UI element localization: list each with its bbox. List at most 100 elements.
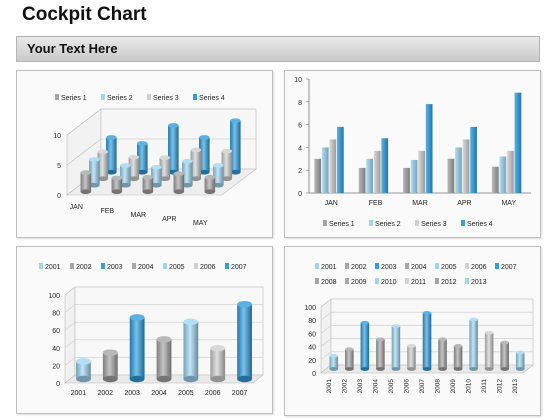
y-tick-0: 0: [312, 371, 316, 378]
bar-feb-series-3: [128, 157, 140, 179]
x-tick-mar: MAR: [412, 200, 428, 207]
gridline-100: [320, 298, 533, 308]
legend-2007-swatch: [495, 263, 499, 269]
bar-mar-series-2-top: [151, 164, 162, 170]
y-tick-20: 20: [308, 358, 316, 365]
x-tick-may: MAY: [193, 220, 208, 227]
bar-apr-series-2: [455, 147, 462, 193]
bar-2004-base: [376, 367, 385, 371]
bar-jan-series-3-top: [97, 149, 109, 155]
chart-panel-3d-series[interactable]: Series 1 Series 2 Series 3 Series 4 0 5 10 JAN F…: [16, 70, 273, 238]
legend-2005-swatch: [435, 263, 439, 269]
legend-2006-swatch: [465, 263, 469, 269]
bar-feb-series-3: [373, 150, 381, 193]
bar-mar-series-2: [151, 167, 162, 186]
gridline-80: [320, 311, 533, 321]
x-tick-2008: 2008: [435, 379, 442, 394]
bar-apr-series-1-top: [173, 171, 185, 177]
bar-2005: [391, 326, 401, 369]
bar-2006-top: [407, 344, 416, 348]
bar-may-series-3: [221, 151, 233, 179]
bar-jan-series-3-base: [97, 176, 109, 182]
legend-2002-label: 2002: [351, 264, 367, 271]
x-tick-apr: APR: [162, 216, 176, 223]
y-tick-5: 5: [57, 163, 61, 170]
y-tick-80: 80: [52, 311, 60, 318]
bar-2003-top: [129, 314, 145, 321]
chart-panel-clustered-series[interactable]: 0 2 4 6 8 10 JAN FEB MAR APR MAY Series 1 Series 2 Se…: [284, 70, 541, 238]
bar-feb-series-3-base: [128, 176, 140, 182]
legend-2006-label: 2006: [200, 264, 216, 271]
y-tick-10: 10: [294, 77, 302, 84]
bar-may-series-3: [507, 150, 514, 193]
bar-mar-series-3: [159, 157, 171, 179]
bar-2005-base: [391, 367, 401, 371]
y-tick-6: 6: [298, 123, 302, 130]
x-tick-2001: 2001: [326, 379, 333, 394]
x-tick-jan: JAN: [70, 204, 83, 211]
y-tick-0: 0: [298, 191, 302, 198]
bar-2013-base: [515, 367, 525, 371]
bar-2008: [438, 339, 447, 369]
text-banner: Your Text Here: [16, 36, 540, 62]
legend-2007-swatch: [225, 263, 229, 269]
bar-2002-top: [102, 349, 118, 356]
x-tick-2006: 2006: [205, 390, 221, 397]
bar-2013-top: [515, 350, 525, 355]
legend-2012-label: 2012: [441, 279, 457, 286]
legend-series-3-swatch: [415, 220, 419, 226]
bar-apr-series-1-base: [173, 189, 185, 195]
bar-apr-series-4-top: [199, 135, 210, 140]
bar-mar-series-1-top: [142, 175, 154, 180]
legend-series-4-label: Series 4: [467, 221, 493, 228]
bar-jan-series-4: [336, 126, 344, 193]
bar-apr-series-2-top: [182, 158, 193, 164]
y-tick-8: 8: [298, 100, 302, 107]
chart-yearly-13: 0 20 40 60 80 100 2001 2002 2003 2004 2005 2006 2007…: [304, 263, 534, 394]
bar-jan-series-2: [89, 159, 100, 186]
x-tick-jan: JAN: [325, 200, 338, 207]
x-tick-feb: FEB: [100, 208, 114, 215]
legend-series-2-swatch: [369, 220, 373, 226]
bar-mar-series-3-top: [159, 155, 171, 161]
chart-panel-yearly-7[interactable]: 0 20 40 60 80 100 2001 2002 2003 2004 2005 2006 2007…: [16, 246, 273, 414]
chart-clustered-series: 0 2 4 6 8 10 JAN FEB MAR APR MAY Series 1 Series 2 Se…: [294, 77, 531, 228]
bar-2009-base: [453, 367, 463, 371]
chart-panel-yearly-13[interactable]: 0 20 40 60 80 100 2001 2002 2003 2004 2005 2006 2007…: [284, 246, 541, 416]
y-tick-0: 0: [57, 193, 61, 200]
x-tick-2003: 2003: [124, 390, 140, 397]
banner-text: Your Text Here: [27, 41, 118, 56]
x-tick-2012: 2012: [497, 379, 504, 394]
bar-2007-top: [422, 311, 432, 315]
legend-2003-label: 2003: [107, 264, 123, 271]
bar-apr-series-3-base: [190, 176, 202, 182]
legend-series-4-swatch: [461, 220, 465, 226]
x-tick-2013: 2013: [512, 379, 519, 394]
bar-2006-base: [210, 375, 226, 383]
bar-apr-series-1: [173, 173, 185, 192]
legend-series-2-swatch: [101, 94, 105, 100]
bar-feb-series-3-top: [128, 154, 140, 160]
bar-feb-series-1-top: [111, 175, 123, 181]
legend-2002-swatch: [70, 263, 74, 269]
bar-apr-series-2: [182, 161, 193, 186]
bar-2003-top: [360, 320, 370, 325]
gridline-80: [64, 304, 263, 313]
legend-series-3-label: Series 3: [421, 221, 447, 228]
bar-mar-series-1-base: [142, 189, 154, 195]
legend-2003-swatch: [375, 263, 379, 269]
bar-2006: [407, 345, 416, 369]
bar-apr-series-3: [190, 149, 202, 179]
bar-2001-base: [329, 367, 339, 371]
y-tick-0: 0: [56, 381, 60, 388]
gridline-40: [64, 339, 263, 349]
bar-jan-series-1-base: [80, 189, 92, 195]
bar-2013: [515, 352, 525, 369]
legend-series-1-label: Series 1: [329, 221, 355, 228]
legend-2010-swatch: [375, 278, 379, 284]
bar-2005: [183, 321, 199, 379]
legend-2001-swatch: [39, 263, 43, 269]
bar-may-series-1-base: [204, 189, 216, 195]
legend-series-2-label: Series 2: [375, 221, 401, 228]
bar-2003: [360, 322, 370, 369]
